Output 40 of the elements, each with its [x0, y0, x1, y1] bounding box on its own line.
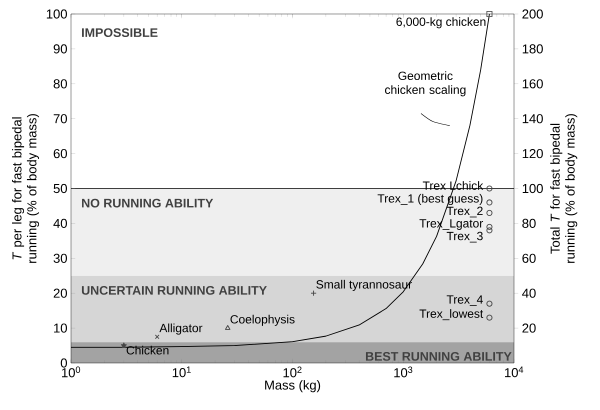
y2-tick-label: 140 [522, 114, 543, 124]
y2-tick-label: 80 [522, 218, 536, 228]
y-tick-label: 80 [54, 79, 67, 88]
series-label: Trex_4 [446, 295, 483, 306]
series-label: Alligator [159, 323, 202, 335]
y-tick-label: 10 [54, 324, 67, 333]
series-label: Trex_3 [446, 232, 483, 243]
y-tick-label: 50 [54, 184, 67, 194]
x-axis-title: Mass (kg) [265, 380, 320, 392]
series-label: Geometric chicken scaling [385, 71, 466, 96]
y2-tick-label: 100 [522, 184, 543, 194]
x-tick-label: 10$^{4}$ [505, 366, 524, 378]
y-tick-label: 70 [54, 114, 67, 124]
series-label: Coelophysis [230, 314, 295, 326]
band-label: NO RUNNING ABILITY [82, 198, 214, 208]
band-label: BEST RUNNING ABILITY [366, 352, 512, 361]
y2-tick-label: 180 [522, 44, 543, 54]
y2-tick-label: 200 [522, 9, 543, 19]
series-label: Trex_lowest [420, 309, 484, 320]
y-tick-label: 60 [54, 149, 67, 158]
y2-tick-label: 120 [522, 149, 543, 158]
y-tick-label: 100 [46, 9, 67, 19]
series-label: Chicken [126, 346, 168, 355]
y2-tick-label: 20 [522, 324, 536, 333]
series-label: 6,000-kg chicken [396, 17, 486, 28]
y-tick-label: 30 [54, 254, 67, 263]
y-tick-label: 40 [53, 218, 67, 228]
x-tick-label: 10$^{1}$ [172, 366, 191, 378]
y2-tick-label: 60 [522, 254, 536, 263]
y2-tick-label: 160 [522, 79, 543, 88]
series-label: Trex_2 [446, 206, 483, 218]
y-tick-label: 0 [60, 358, 67, 368]
x-tick-label: 10$^{2}$ [284, 366, 302, 378]
annotation: IMPOSSIBLE [82, 28, 158, 38]
y-tick-label: 90 [54, 44, 67, 54]
y2-tick-label: 40 [522, 288, 536, 298]
y-tick-label: 20 [54, 288, 67, 298]
band-label: UNCERTAIN RUNNING ABILITY [82, 286, 267, 295]
x-tick-label: 10$^{3}$ [394, 366, 412, 378]
x-tick-label: 10$^{0}$ [62, 366, 80, 378]
